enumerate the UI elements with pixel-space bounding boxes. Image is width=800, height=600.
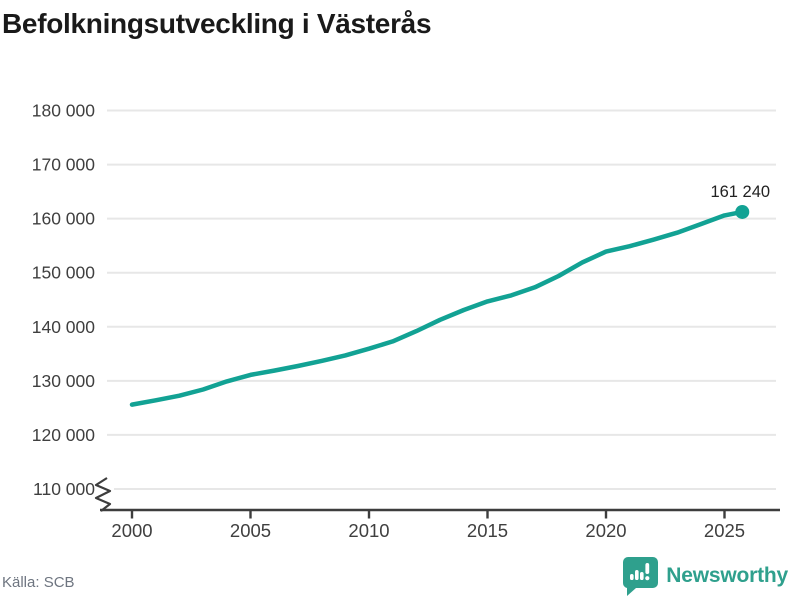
y-axis-tick-label: 140 000	[32, 317, 96, 337]
y-axis-tick-label: 170 000	[32, 155, 96, 175]
bar-chart-speech-bubble-icon	[623, 557, 659, 596]
y-axis-tick-label: 160 000	[32, 209, 96, 229]
axis-break-icon	[94, 477, 112, 512]
brand-logo: Newsworthy	[622, 556, 788, 596]
end-value-label: 161 240	[710, 183, 770, 201]
x-axis-tick-label: 2020	[585, 520, 626, 541]
end-point-marker	[735, 204, 750, 219]
population-line	[129, 209, 745, 407]
x-axis-tick-label: 2010	[348, 520, 389, 541]
y-axis-tick-label: 180 000	[32, 101, 96, 121]
x-axis-tick-label: 2025	[704, 520, 745, 541]
x-axis-tick-label: 2005	[230, 520, 271, 541]
y-axis-tick-label: 130 000	[32, 371, 96, 391]
y-axis-tick-label: 150 000	[32, 263, 96, 283]
y-axis-tick-label: 120 000	[32, 425, 96, 445]
brand-wordmark: Newsworthy	[666, 564, 788, 587]
y-axis-tick-label: 110 000	[33, 479, 95, 499]
page-title: Befolkningsutveckling i Västerås	[2, 8, 432, 39]
source-note: Källa: SCB	[2, 574, 75, 591]
x-axis-tick-label: 2000	[111, 520, 152, 541]
x-axis-tick-label: 2015	[467, 520, 508, 541]
